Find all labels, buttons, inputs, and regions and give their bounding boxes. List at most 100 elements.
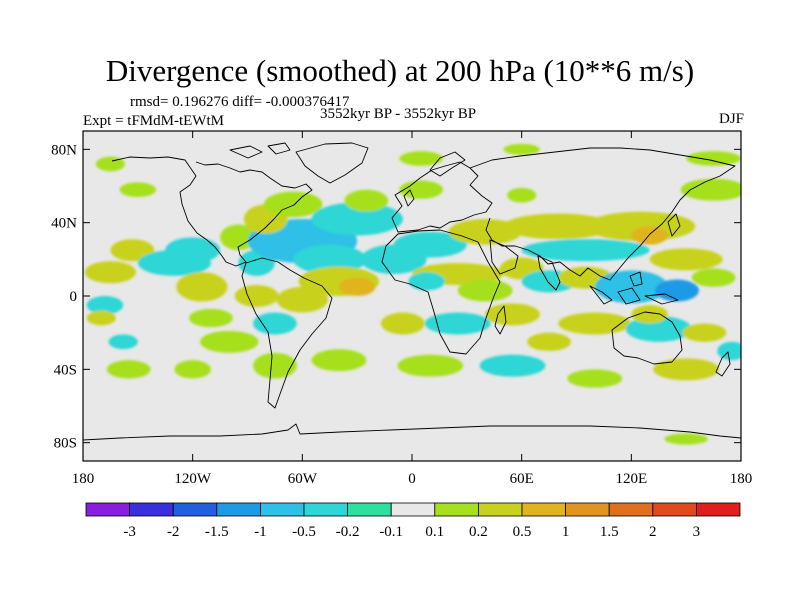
coast-india bbox=[537, 255, 561, 291]
anomaly-region bbox=[293, 244, 367, 274]
anomaly-field-layer bbox=[84, 143, 741, 445]
x-axis: 180 120W 60W 0 60E 120E 180 bbox=[72, 131, 753, 487]
colorbar-box bbox=[303, 502, 348, 517]
anomaly-region bbox=[165, 237, 221, 263]
anomaly-region bbox=[174, 360, 211, 379]
coast-britain bbox=[403, 189, 415, 207]
coast-madagascar bbox=[494, 305, 507, 335]
colorbar-box bbox=[434, 502, 479, 517]
anomaly-region bbox=[220, 224, 257, 251]
anomaly-region bbox=[691, 268, 736, 287]
anomaly-region bbox=[86, 310, 116, 326]
colorbar-box bbox=[521, 502, 566, 517]
y-tick-label: 80N bbox=[51, 142, 77, 158]
colorbar-label: 0.1 bbox=[425, 524, 444, 540]
colorbar-label: 0.5 bbox=[513, 524, 532, 540]
coast-greenland bbox=[295, 142, 369, 184]
colorbar-box bbox=[477, 502, 523, 517]
y-axis: 80N 40N 0 40S 80S bbox=[51, 142, 741, 452]
anomaly-region bbox=[399, 151, 444, 166]
anomaly-region bbox=[680, 178, 741, 201]
x-tick-label: 60E bbox=[510, 471, 534, 487]
anomaly-region bbox=[199, 330, 259, 353]
colorbar-box bbox=[172, 502, 218, 517]
colorbar-label: -0.1 bbox=[379, 524, 403, 540]
anomaly-region bbox=[338, 277, 376, 297]
anomaly-region bbox=[594, 270, 668, 304]
x-tick-label: 0 bbox=[408, 471, 416, 487]
colorbar-label: -0.5 bbox=[292, 524, 316, 540]
anomaly-region bbox=[527, 332, 572, 352]
chart-title: Divergence (smoothed) at 200 hPa (10**6 … bbox=[105, 53, 695, 88]
anomaly-region bbox=[479, 354, 546, 377]
y-tick-label: 40S bbox=[54, 362, 77, 378]
x-tick-label: 60W bbox=[288, 471, 318, 487]
coast-arabia bbox=[489, 239, 519, 275]
anomaly-region bbox=[485, 303, 540, 326]
colorbar-box bbox=[85, 502, 130, 517]
colorbar-box bbox=[608, 502, 654, 517]
anomaly-region bbox=[344, 189, 389, 212]
colorbar-label: 3 bbox=[693, 524, 701, 540]
anomaly-region bbox=[507, 187, 537, 203]
y-tick-label: 80S bbox=[54, 436, 77, 452]
coast-scandinavia bbox=[429, 151, 466, 177]
anomaly-region bbox=[567, 369, 623, 388]
anomaly-region bbox=[503, 143, 540, 155]
anomaly-region bbox=[252, 352, 297, 379]
anomaly-region bbox=[110, 239, 155, 262]
coast-japan bbox=[667, 213, 681, 237]
anomaly-region bbox=[380, 312, 425, 335]
anomaly-region bbox=[399, 180, 444, 199]
colorbar-label: 1.5 bbox=[600, 524, 619, 540]
colorbar-box bbox=[347, 502, 392, 517]
period-label: 3552kyr BP - 3552kyr BP bbox=[320, 106, 477, 122]
anomaly-region bbox=[276, 286, 328, 313]
stats-text: rmsd= 0.196276 diff= -0.000376417 bbox=[130, 94, 350, 110]
anomaly-region bbox=[106, 360, 151, 379]
colorbar: -3 -2 -1.5 -1 -0.5 -0.2 -0.1 0.1 0.2 0.5 1 1.5 2 3 bbox=[85, 502, 741, 540]
anomaly-region bbox=[408, 272, 445, 291]
anomaly-region bbox=[95, 156, 126, 172]
anomaly-region bbox=[717, 341, 741, 361]
colorbar-box bbox=[652, 502, 697, 517]
coast-north-america bbox=[111, 156, 313, 267]
anomaly-region bbox=[682, 323, 727, 342]
coast-arctic-islands bbox=[229, 142, 291, 159]
anomaly-region bbox=[655, 279, 699, 302]
y-tick-label: 0 bbox=[70, 289, 78, 305]
colorbar-box bbox=[696, 502, 741, 517]
colorbar-box bbox=[216, 502, 261, 517]
colorbar-box bbox=[259, 502, 305, 517]
anomaly-region bbox=[424, 312, 491, 335]
anomaly-region bbox=[631, 305, 668, 324]
coastline-layer bbox=[83, 142, 741, 441]
anomaly-region bbox=[108, 334, 138, 350]
colorbar-label: 2 bbox=[649, 524, 657, 540]
anomaly-region bbox=[311, 202, 403, 236]
coast-new-zealand bbox=[715, 351, 731, 377]
colorbar-label: -0.2 bbox=[336, 524, 360, 540]
x-tick-label: 120E bbox=[615, 471, 647, 487]
anomaly-region bbox=[585, 211, 696, 241]
x-tick-label: 180 bbox=[72, 471, 95, 487]
colorbar-label: 1 bbox=[562, 524, 570, 540]
anomaly-region bbox=[84, 261, 137, 284]
anomaly-region bbox=[686, 151, 741, 166]
coast-australia bbox=[611, 311, 683, 365]
coast-antarctica bbox=[83, 423, 741, 441]
coast-africa bbox=[381, 229, 501, 355]
coast-asia bbox=[469, 147, 736, 281]
anomaly-region bbox=[521, 239, 650, 262]
coast-europe bbox=[391, 161, 493, 233]
experiment-label: Expt = tFMdM-tEWtM bbox=[83, 113, 224, 129]
anomaly-region bbox=[234, 285, 279, 307]
x-tick-label: 180 bbox=[730, 471, 753, 487]
anomaly-region bbox=[176, 272, 228, 302]
anomaly-region bbox=[119, 182, 157, 198]
colorbar-label: -3 bbox=[123, 524, 136, 540]
anomaly-region bbox=[653, 358, 720, 381]
anomaly-region bbox=[503, 213, 614, 240]
colorbar-label: -1.5 bbox=[205, 524, 229, 540]
